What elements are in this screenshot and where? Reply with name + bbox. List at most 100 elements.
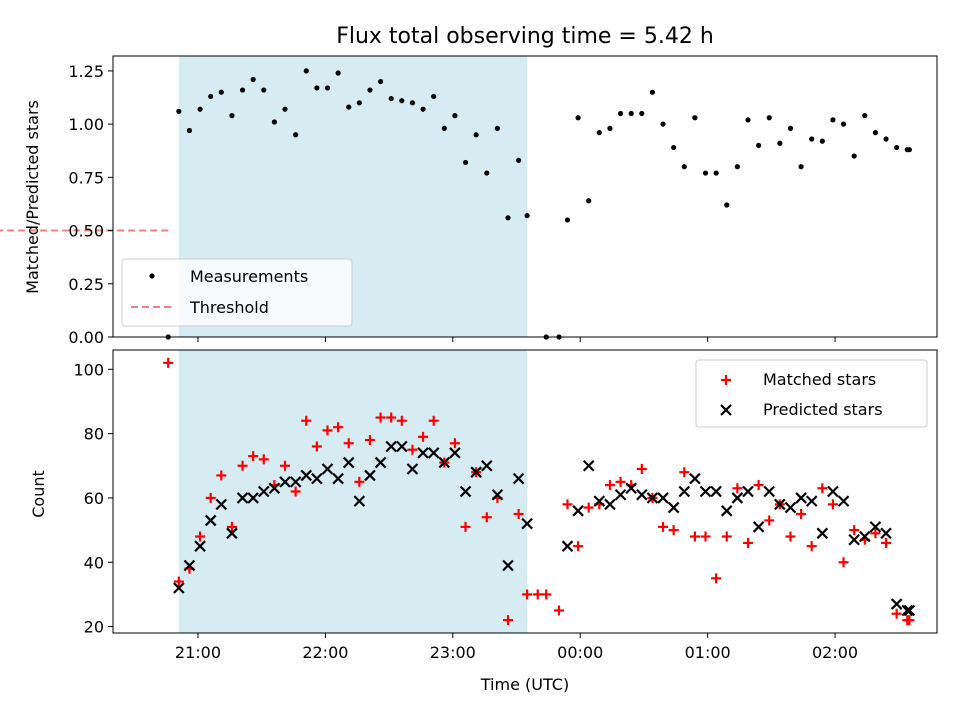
predicted-star-point-b [226, 527, 238, 540]
predicted-star-point-b [752, 521, 765, 533]
observing-window-band [178, 350, 528, 633]
measurement-point [777, 140, 783, 146]
predicted-star-point-b [678, 485, 691, 498]
top-panel: 0.00 0.25 0.50 0.75 1.00 1.25 Measurements Thre… [0, 55, 938, 347]
matched-star-point [711, 573, 722, 584]
predicted-star-point [720, 505, 733, 517]
predicted-star-point-b [774, 498, 786, 511]
predicted-star-point [342, 456, 355, 469]
predicted-star-point-b [406, 463, 419, 475]
y-tick-label: 60 [84, 489, 104, 508]
matched-star-point [881, 537, 892, 548]
predicted-star-point [406, 463, 419, 475]
measurement-point [484, 170, 490, 176]
matched-star-point [849, 525, 860, 536]
measurement-point [218, 89, 224, 95]
predicted-star-point-b [795, 492, 807, 504]
legend-measurements-label: Measurements [190, 267, 308, 286]
measurement-point [607, 125, 613, 131]
predicted-star-point-b [342, 456, 355, 469]
matched-star-point [354, 476, 365, 487]
predicted-star-point [502, 559, 514, 572]
predicted-star-point [731, 492, 744, 504]
predicted-star-point-b [459, 485, 472, 498]
predicted-star-point-b [512, 472, 525, 485]
measurement-point [367, 87, 373, 93]
measurement-point [649, 89, 656, 95]
top-legend: Measurements Threshold [121, 258, 353, 327]
matched-star-point [205, 492, 216, 503]
predicted-star-point-b [194, 540, 206, 552]
predicted-star-point-b [731, 492, 744, 504]
predicted-star-point-b [480, 459, 493, 472]
predicted-star-point [593, 495, 606, 507]
matched-star-point [870, 528, 881, 539]
predicted-star-point [572, 505, 584, 517]
matched-star-point [290, 486, 301, 497]
predicted-star-point [561, 540, 574, 552]
measurement-point [420, 106, 426, 112]
measurement-point [356, 100, 362, 106]
matched-star-point [615, 476, 626, 487]
measurement-point [409, 100, 416, 106]
predicted-star-point-b [183, 559, 196, 572]
predicted-star-point-b [657, 492, 669, 504]
predicted-star-point-b [353, 495, 366, 507]
measurement-point [208, 93, 214, 100]
predicted-star-point-b [699, 485, 712, 498]
matched-star-point [460, 521, 471, 532]
predicted-star-point [752, 521, 765, 533]
predicted-star-point [194, 540, 206, 552]
x-tick-label: 01:00 [685, 643, 731, 662]
predicted-star-point-b [837, 495, 850, 507]
measurement-point [261, 87, 267, 93]
predicted-star-point [763, 485, 776, 498]
predicted-star-point-b [667, 501, 680, 514]
legend-predicted-marker-b [720, 404, 732, 416]
measurement-point [724, 202, 730, 208]
predicted-star-point [667, 501, 680, 514]
matched-star-point [258, 454, 269, 465]
predicted-star-point [427, 447, 440, 459]
predicted-star-point-b [332, 472, 344, 485]
predicted-star-point [396, 440, 408, 453]
measurement-point [872, 130, 879, 136]
measurement-point [462, 159, 469, 166]
measurement-point [524, 213, 530, 219]
predicted-star-point-b [215, 498, 228, 511]
measurement-point [293, 132, 299, 138]
matched-star-point [891, 608, 902, 619]
matched-star-point [573, 541, 584, 552]
predicted-star-point [183, 559, 196, 572]
measurement-point [734, 164, 740, 170]
matched-star-point [364, 435, 375, 446]
y-tick-label: 1.00 [68, 115, 104, 134]
matched-star-point [503, 615, 514, 626]
predicted-star-point [226, 527, 238, 540]
predicted-star-point [903, 604, 916, 617]
matched-star-point [237, 460, 248, 471]
measurement-point [314, 85, 320, 91]
measurement-point [250, 76, 256, 83]
matched-star-point [721, 531, 732, 542]
matched-star-point [541, 589, 552, 600]
predicted-star-point-b [427, 447, 440, 459]
predicted-star-point [236, 492, 249, 504]
top-legend-box [121, 258, 353, 327]
predicted-star-point [625, 482, 637, 495]
matched-star-point [322, 425, 333, 436]
predicted-star-point [512, 472, 525, 485]
predicted-star-point [784, 501, 797, 514]
predicted-star-point [215, 498, 228, 511]
predicted-star-point-b [710, 485, 722, 498]
predicted-star-point [582, 459, 595, 472]
predicted-star-point-b [396, 440, 408, 453]
legend-predicted-label: Predicted stars [763, 400, 883, 419]
chart-title: Flux total observing time = 5.42 h [336, 24, 714, 49]
measurement-point [324, 85, 331, 91]
x-axis-label: Time (UTC) [480, 675, 569, 694]
y-tick-label: 100 [73, 360, 104, 379]
matched-star-point [838, 557, 849, 568]
measurement-point [681, 164, 687, 170]
predicted-star-point-b [247, 492, 259, 504]
